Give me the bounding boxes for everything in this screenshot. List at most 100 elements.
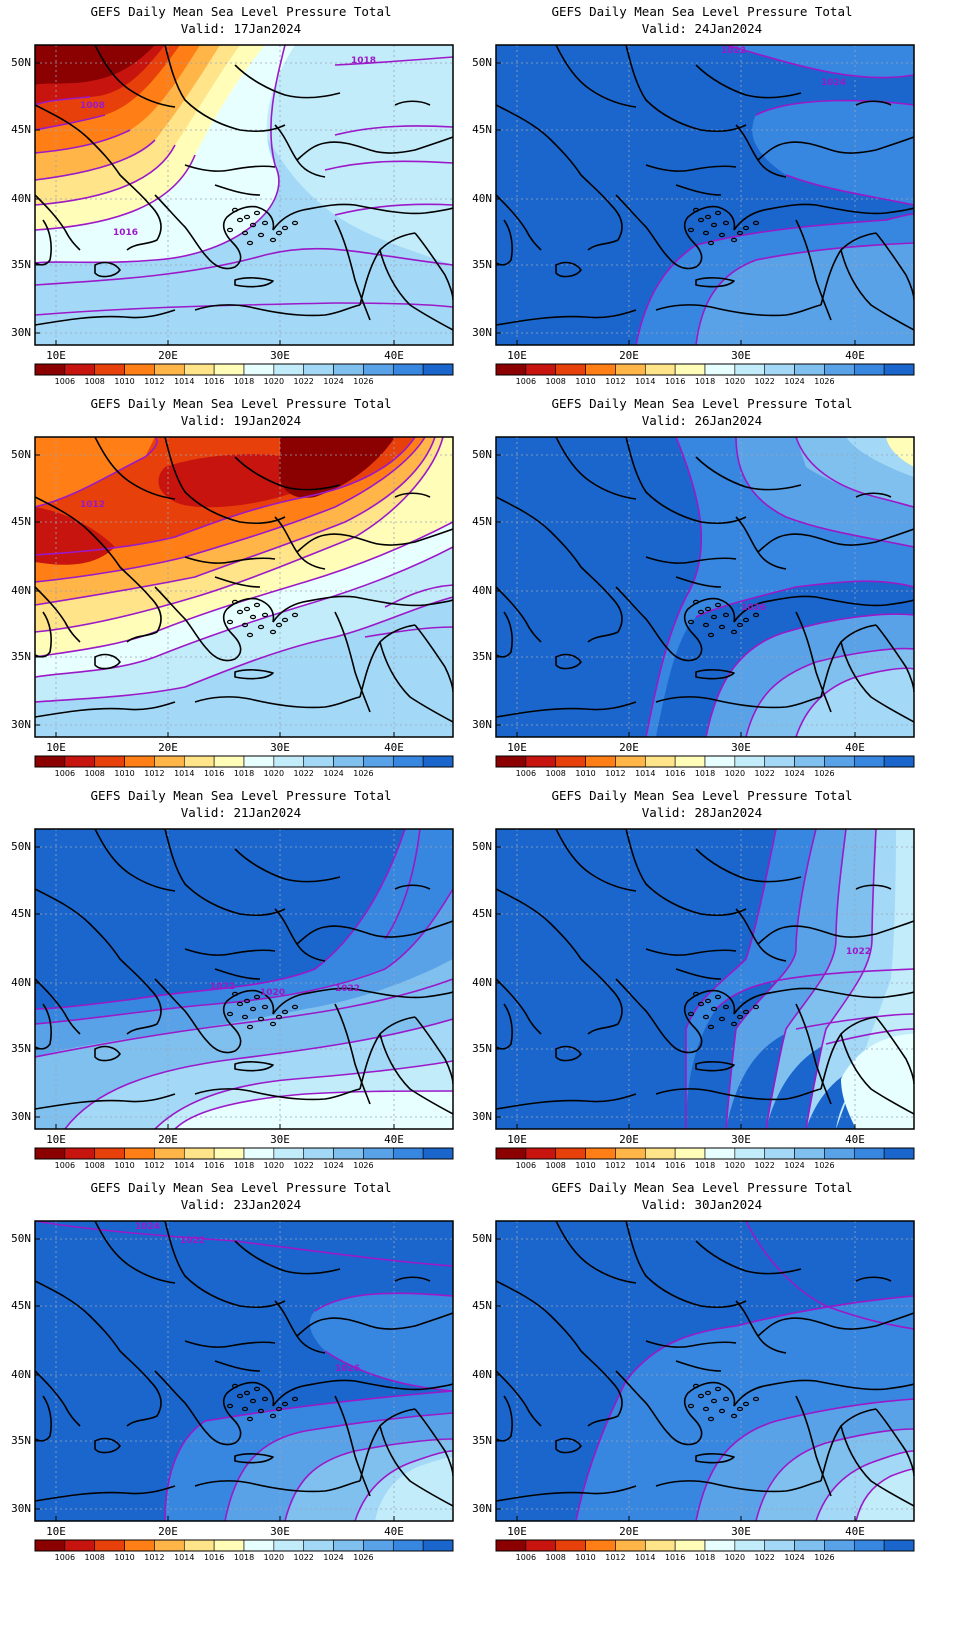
latitude-label: 30N <box>11 1502 31 1515</box>
island <box>692 991 700 997</box>
colorbar-swatch <box>273 755 305 768</box>
island <box>714 602 722 608</box>
coastline <box>35 586 81 643</box>
island <box>702 622 710 628</box>
island <box>231 1383 239 1389</box>
coastline <box>625 1221 747 1308</box>
colorbar-label: 1006 <box>55 1161 75 1170</box>
isobar-line <box>715 968 914 1010</box>
colorbar-label: 1014 <box>174 769 194 778</box>
island <box>702 230 710 236</box>
longitude-label: 20E <box>619 1525 639 1538</box>
isobar-line <box>35 596 453 703</box>
colorbar-label: 1006 <box>55 769 75 778</box>
colorbar-swatch <box>644 1147 676 1160</box>
colorbar-swatch <box>734 1539 766 1552</box>
coastline <box>496 104 623 251</box>
latitude-label: 45N <box>11 907 31 920</box>
coastline <box>655 304 822 317</box>
coastline <box>855 1276 892 1282</box>
coastline <box>296 159 326 178</box>
colorbar-label: 1016 <box>204 377 224 386</box>
colorbar-label: 1022 <box>294 377 314 386</box>
island <box>692 599 700 605</box>
coastline <box>214 576 261 588</box>
isobar-line <box>785 174 914 206</box>
coastline <box>840 1033 914 1115</box>
isobar-label: 1024 <box>135 1222 160 1232</box>
isobar-label: 1022 <box>721 46 746 56</box>
latitude-label: 40N <box>11 192 31 205</box>
isobar-line <box>635 213 914 345</box>
coastline <box>164 437 286 524</box>
colorbar-label: 1012 <box>144 1553 164 1562</box>
isobar-line <box>805 829 877 1129</box>
colorbar-swatch <box>273 1539 305 1552</box>
colorbar-label: 1016 <box>665 1161 685 1170</box>
coastline <box>795 1395 832 1497</box>
latitude-label: 45N <box>472 515 492 528</box>
coastline <box>615 194 736 270</box>
longitude-label: 20E <box>158 349 178 362</box>
coastline <box>735 1300 914 1337</box>
colorbar-swatch <box>34 1539 66 1552</box>
island <box>241 1014 249 1020</box>
colorbar-swatch <box>363 1147 394 1160</box>
colorbar-label: 1012 <box>144 769 164 778</box>
longitude-label: 40E <box>845 1133 865 1146</box>
colorbar-swatch <box>422 363 454 376</box>
coastline <box>757 551 787 570</box>
colorbar-label: 1014 <box>635 1161 655 1170</box>
coastline <box>695 277 735 288</box>
map-panel: GEFS Daily Mean Sea Level Pressure Total… <box>461 0 943 410</box>
isobar-label: 1018 <box>351 56 376 66</box>
longitude-label: 20E <box>619 1133 639 1146</box>
colorbar-label: 1008 <box>85 1161 105 1170</box>
coastline <box>184 164 276 172</box>
island <box>752 612 760 618</box>
island <box>736 230 744 236</box>
coastline <box>735 124 914 161</box>
colorbar-swatch <box>333 363 364 376</box>
colorbar-swatch <box>392 755 424 768</box>
coastline <box>272 1379 453 1407</box>
colorbar-swatch <box>764 1147 795 1160</box>
colorbar-swatch <box>154 363 185 376</box>
latitude-label: 50N <box>472 1232 492 1245</box>
latitude-label: 50N <box>472 56 492 69</box>
colorbar-label: 1024 <box>784 769 804 778</box>
colorbar-swatch <box>824 363 855 376</box>
panel-valid-date: Valid: 26Jan2024 <box>641 413 763 428</box>
latitude-label: 35N <box>11 1434 31 1447</box>
island <box>730 1413 738 1419</box>
colorbar-label: 1024 <box>784 377 804 386</box>
pressure-band <box>375 1457 453 1521</box>
map-panel: GEFS Daily Mean Sea Level Pressure Total… <box>0 0 482 410</box>
island <box>742 1401 750 1407</box>
colorbar-label: 1026 <box>814 377 834 386</box>
colorbar-swatch <box>213 1539 245 1552</box>
island <box>269 237 277 243</box>
isobar-label: 1022 <box>846 947 871 957</box>
colorbar-swatch <box>585 363 616 376</box>
colorbar-swatch <box>363 1539 394 1552</box>
coastline <box>35 1093 176 1110</box>
colorbar-swatch <box>853 755 885 768</box>
coastline <box>496 701 637 718</box>
colorbar-swatch <box>154 755 185 768</box>
coastline <box>735 516 914 553</box>
coastline <box>875 1016 914 1085</box>
colorbar-swatch <box>422 755 454 768</box>
isobar-line <box>825 1028 914 1045</box>
colorbar-swatch <box>704 363 736 376</box>
isobar-line <box>765 829 847 1129</box>
longitude-label: 10E <box>46 741 66 754</box>
coastline <box>855 100 892 106</box>
colorbar-label: 1016 <box>204 1553 224 1562</box>
island <box>752 1396 760 1402</box>
island <box>291 220 299 226</box>
island <box>687 619 695 625</box>
island <box>249 1006 257 1012</box>
colorbar-label: 1022 <box>755 1161 775 1170</box>
coastline <box>496 611 513 658</box>
